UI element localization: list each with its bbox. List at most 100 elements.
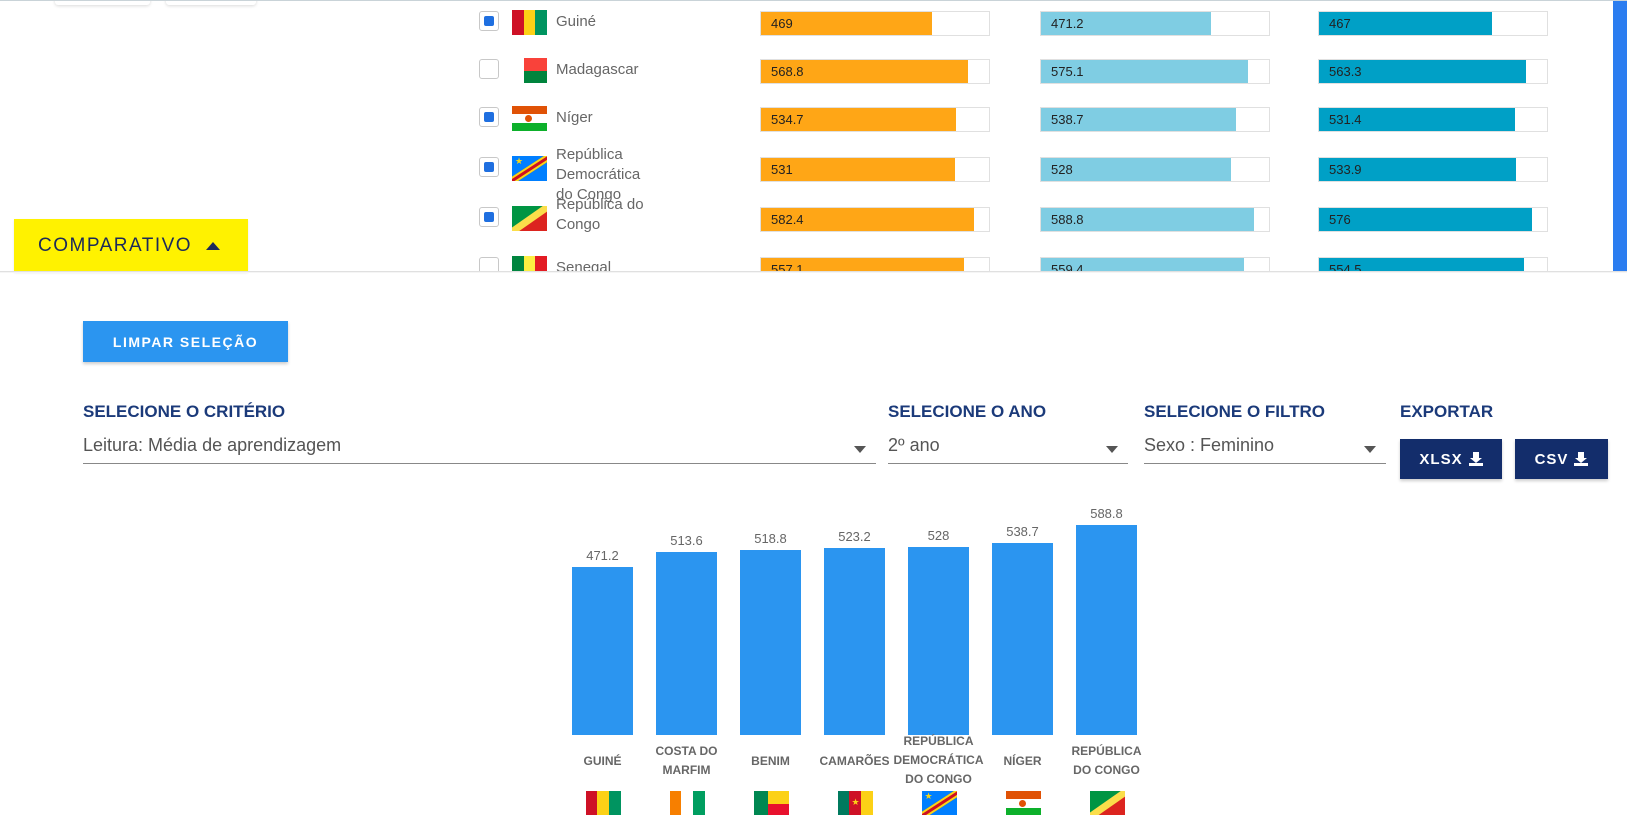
value-label: 554.5 [1329, 262, 1362, 272]
country-name: República do Congo [556, 196, 644, 233]
table-row: Madagascar 568.8 575.1 563.3 [0, 49, 1627, 99]
download-icon [1574, 452, 1589, 466]
chevron-down-icon [1364, 446, 1376, 453]
value-bar-fill [761, 158, 955, 181]
tab-ghost-1 [55, 1, 150, 5]
row-checkbox[interactable] [479, 257, 499, 272]
xlsx-label: XLSX [1419, 450, 1463, 468]
value-bar-fill [1041, 158, 1231, 181]
value-label: 531.4 [1329, 112, 1362, 127]
country-name: Madagascar [556, 61, 639, 78]
chart-bar[interactable] [992, 543, 1053, 735]
row-checkbox[interactable] [479, 157, 499, 177]
comparativo-toggle[interactable]: COMPARATIVO [14, 219, 248, 272]
country-name: Senegal [556, 259, 612, 272]
filtro-value: Sexo : Feminino [1144, 435, 1275, 455]
criterio-value: Leitura: Média de aprendizagem [83, 435, 342, 455]
value-label: 528 [1051, 162, 1073, 177]
cameroon-flag: ★ [837, 791, 873, 815]
ano-label: SELECIONE O ANO [888, 402, 1047, 421]
value-bar-fill [1041, 60, 1248, 83]
drc-flag: ★ [512, 156, 547, 181]
niger-flag [1005, 791, 1041, 815]
category-label: REPÚBLICA DEMOCRÁTICA DO CONGO [893, 734, 984, 786]
chart-bar[interactable] [1076, 525, 1137, 735]
guinea-flag [585, 791, 621, 815]
value-bar: 531 [760, 157, 990, 182]
clear-selection-button[interactable]: LIMPAR SELEÇÃO [83, 321, 288, 362]
madagascar-flag [512, 58, 547, 83]
value-bar-fill [761, 108, 956, 131]
value-bar-fill [1319, 12, 1492, 35]
benin-flag [753, 791, 789, 815]
csv-label: CSV [1534, 450, 1569, 468]
comparativo-label: COMPARATIVO [38, 234, 193, 256]
value-bar-fill [1041, 208, 1254, 231]
scrollbar[interactable] [1613, 1, 1627, 272]
value-bar-fill [1319, 158, 1516, 181]
value-label: 469 [771, 16, 793, 31]
value-bar-fill [761, 258, 964, 272]
country-name: Níger [556, 109, 593, 126]
chart-bar[interactable] [740, 550, 801, 735]
value-label: 575.1 [1051, 64, 1084, 79]
value-label: 531 [771, 162, 793, 177]
value-label: 467 [1329, 16, 1351, 31]
row-checkbox[interactable] [479, 59, 499, 79]
row-checkbox[interactable] [479, 207, 499, 227]
row-checkbox[interactable] [479, 11, 499, 31]
caret-up-icon [206, 241, 221, 250]
criterio-label: SELECIONE O CRITÉRIO [83, 402, 286, 421]
bar-value-label: 518.8 [754, 531, 787, 546]
chart-bar[interactable] [908, 547, 969, 735]
chart-bar[interactable] [824, 548, 885, 735]
bar-value-label: 471.2 [586, 548, 619, 563]
value-label: 557.1 [771, 262, 804, 272]
export-csv-button[interactable]: CSV [1515, 439, 1608, 479]
exportar-label: EXPORTAR [1400, 402, 1494, 421]
drc-flag: ★ [921, 791, 957, 815]
value-label: 582.4 [771, 212, 804, 227]
row-checkbox[interactable] [479, 107, 499, 127]
chart-bar[interactable] [572, 567, 633, 735]
value-bar: 563.3 [1318, 59, 1548, 84]
table-row: ★ República Democrática do Congo 531 528 … [0, 146, 1627, 203]
download-icon [1468, 452, 1483, 466]
comparison-chart: 471.2 513.6 518.8 523.2 528 538.7 588.8 GUINÉ C… [560, 500, 1160, 815]
value-label: 533.9 [1329, 162, 1362, 177]
ano-value: 2º ano [888, 435, 940, 455]
senegal-flag [512, 256, 547, 272]
value-bar: 467 [1318, 11, 1548, 36]
chart-bar[interactable] [656, 552, 717, 735]
value-bar: 582.4 [760, 207, 990, 232]
filtro-select[interactable]: Sexo : Feminino [1144, 432, 1386, 464]
value-bar: 528 [1040, 157, 1270, 182]
category-label: BENIM [751, 754, 790, 768]
table-row: República do Congo 582.4 588.8 576 [0, 196, 1627, 247]
value-bar: 559.4 [1040, 257, 1270, 272]
export-xlsx-button[interactable]: XLSX [1400, 439, 1502, 479]
congo-flag [512, 206, 547, 231]
value-bar: 576 [1318, 207, 1548, 232]
bar-value-label: 588.8 [1090, 506, 1123, 521]
value-bar: 531.4 [1318, 107, 1548, 132]
filtro-label: SELECIONE O FILTRO [1144, 402, 1326, 421]
value-bar: 471.2 [1040, 11, 1270, 36]
country-name: República Democrática do Congo [556, 146, 641, 203]
category-label: REPÚBLICA DO CONGO [1071, 744, 1142, 777]
table-row: Senegal 557.1 559.4 554.5 [0, 247, 1627, 272]
ano-select[interactable]: 2º ano [888, 432, 1128, 464]
value-bar-fill [761, 208, 974, 231]
table-row: Guiné 469 471.2 467 [0, 1, 1627, 51]
criterio-select[interactable]: Leitura: Média de aprendizagem [83, 432, 876, 464]
value-bar-fill [1319, 208, 1532, 231]
guinea-flag [512, 10, 547, 35]
value-bar-fill [761, 60, 968, 83]
ivory-coast-flag [669, 791, 705, 815]
chart-svg: 471.2 513.6 518.8 523.2 528 538.7 588.8 [572, 506, 1137, 735]
bar-value-label: 538.7 [1006, 524, 1039, 539]
value-bar: 533.9 [1318, 157, 1548, 182]
value-bar-fill [1319, 60, 1526, 83]
value-label: 534.7 [771, 112, 804, 127]
